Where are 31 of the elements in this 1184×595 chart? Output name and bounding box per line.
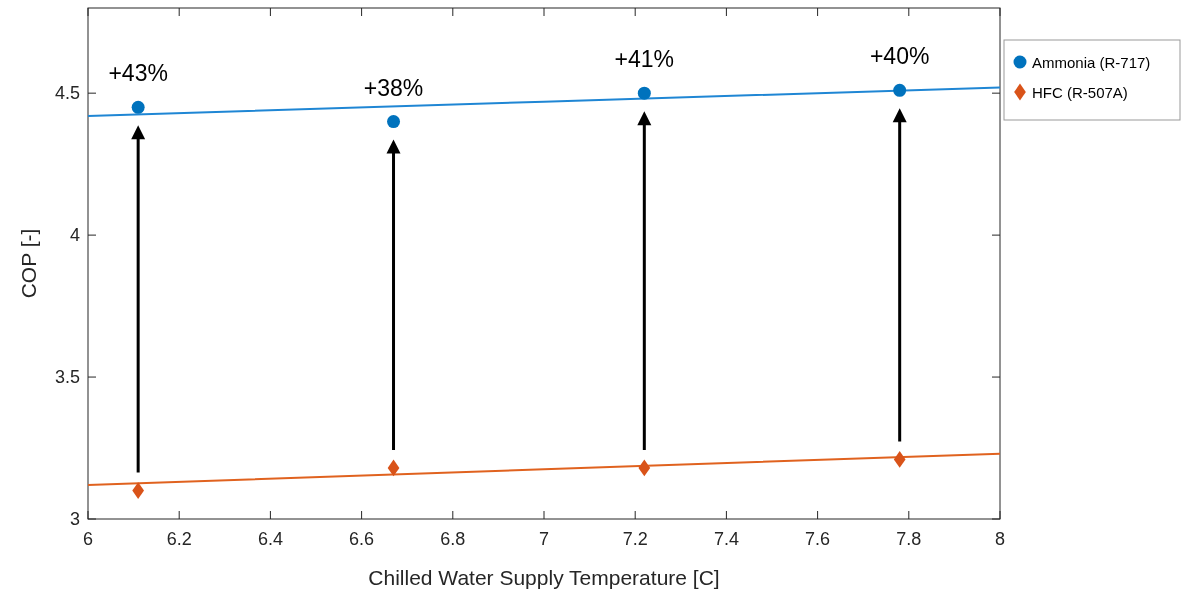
x-tick-label: 7.2 — [622, 529, 648, 549]
point — [893, 450, 906, 468]
x-tick-label: 6.4 — [257, 529, 283, 549]
point — [387, 459, 400, 477]
annotation: +43% — [108, 60, 168, 87]
point — [131, 100, 145, 114]
point — [638, 459, 651, 477]
y-tick-label: 3.5 — [54, 367, 80, 388]
x-axis-title: Chilled Water Supply Temperature [C] — [368, 566, 720, 589]
x-tick-label: 6.6 — [349, 529, 375, 549]
y-axis-title: COP [-] — [17, 228, 40, 299]
y-tick-label: 3 — [69, 509, 80, 529]
annotation: +41% — [614, 46, 675, 73]
legend-label: HFC (R-507A) — [1032, 84, 1128, 101]
x-tick-label: 6.2 — [166, 529, 192, 549]
x-tick-label: 8 — [994, 529, 1006, 549]
x-tick-label: 6.8 — [440, 529, 466, 549]
x-tick-label: 7 — [538, 529, 550, 549]
x-tick-label: 7.6 — [805, 529, 831, 549]
point — [637, 86, 651, 100]
annotation: +38% — [363, 74, 424, 101]
x-tick-label: 7.8 — [896, 529, 922, 549]
x-tick-label: 6 — [82, 529, 94, 549]
x-tick-label: 7.4 — [713, 529, 739, 549]
point — [132, 482, 145, 500]
y-tick-label: 4 — [69, 225, 80, 246]
y-tick-label: 4.5 — [54, 83, 80, 104]
annotation: +40% — [869, 43, 930, 70]
point — [893, 83, 907, 97]
legend-label: Ammonia (R-717) — [1032, 54, 1151, 71]
point — [387, 115, 401, 129]
